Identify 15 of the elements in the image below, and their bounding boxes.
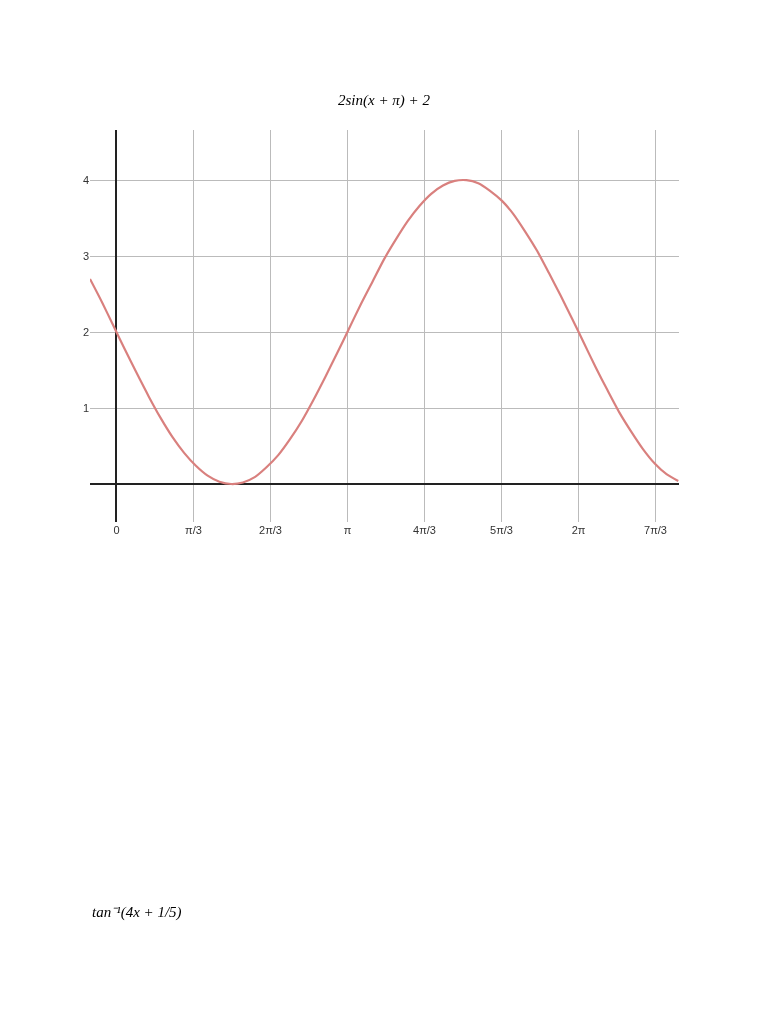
text: tan⁻¹(4x + 1/5) bbox=[92, 904, 182, 921]
y-tick-label: 3 bbox=[82, 249, 89, 262]
x-tick-label: 2π/3 bbox=[259, 524, 282, 536]
line-series bbox=[90, 179, 679, 486]
x-tick-label: 4π/3 bbox=[413, 524, 436, 536]
y-tick-label: 4 bbox=[82, 173, 89, 186]
y-tick-label: 1 bbox=[82, 401, 89, 414]
x-tick-label: π/3 bbox=[185, 524, 202, 536]
x-tick-label: 7π/3 bbox=[644, 524, 667, 536]
x-tick-label: 5π/3 bbox=[490, 524, 513, 536]
y-tick-label: 2 bbox=[82, 325, 89, 338]
chart-title: 2sin(x + π) + 2 bbox=[338, 92, 431, 110]
x-tick-label: π bbox=[343, 524, 352, 536]
x-tick-label: 0 bbox=[113, 524, 120, 536]
x-tick-label: 2π bbox=[571, 524, 586, 536]
